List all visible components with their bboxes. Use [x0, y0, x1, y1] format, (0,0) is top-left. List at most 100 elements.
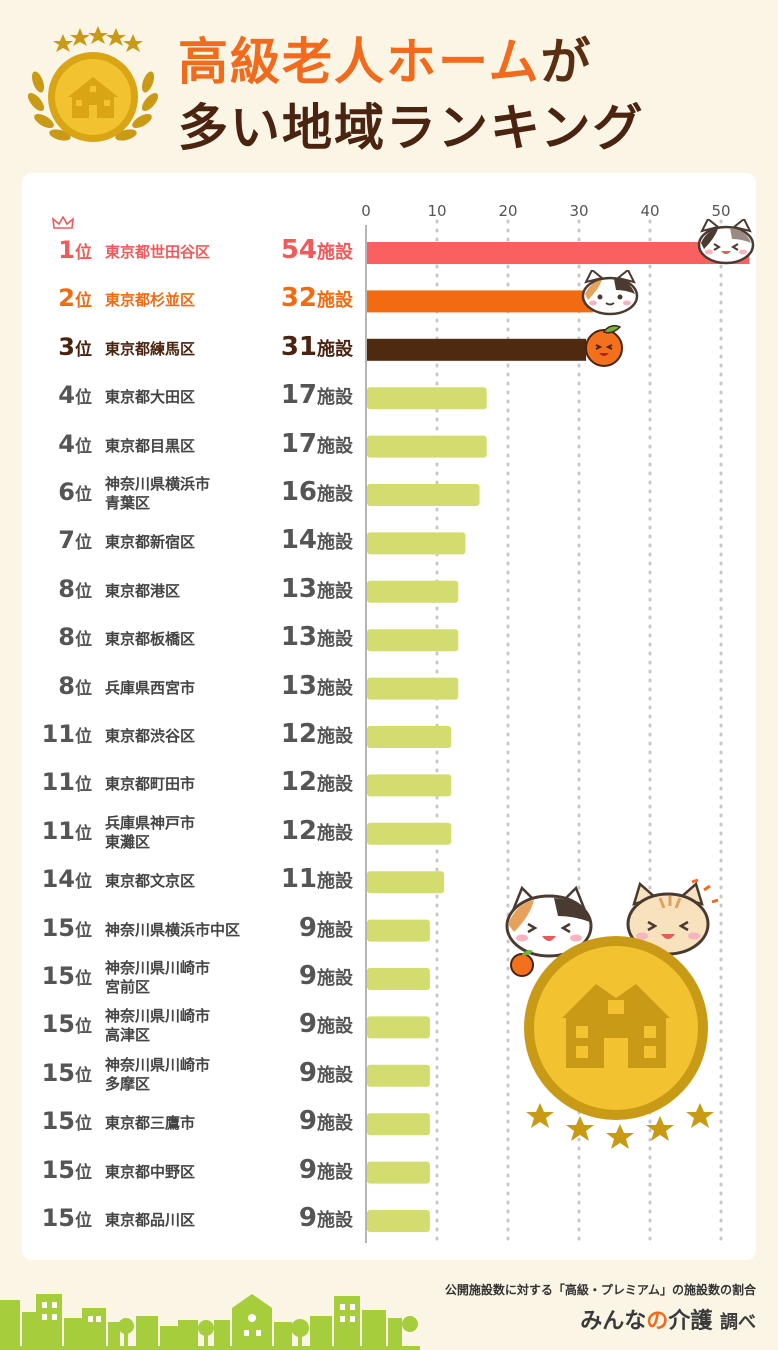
rank-suffix: 位 [75, 969, 92, 989]
bar-chart: 0 10 20 30 40 50 [361, 202, 750, 1245]
rank-number: 2 [58, 284, 75, 313]
count-unit: 施設 [317, 1210, 353, 1231]
region-name: 東京都町田市 [105, 775, 280, 794]
title-line-2: 多い地域ランキング [178, 99, 645, 157]
rank-suffix: 位 [75, 1017, 92, 1038]
count-value: 9 [298, 1106, 317, 1137]
count-unit: 施設 [317, 677, 353, 699]
facility-count: 9施設 [267, 1106, 353, 1136]
rank-suffix: 位 [75, 823, 92, 844]
rank-label: 15位 [22, 1107, 92, 1135]
region-name-line: 神奈川県川崎市 [105, 959, 211, 977]
count-value: 54 [280, 235, 317, 265]
x-tick-label: 20 [498, 202, 517, 220]
rank-suffix: 位 [75, 727, 92, 747]
count-value: 9 [298, 1009, 317, 1040]
ranking-row: 6位 神奈川県横浜市 青葉区 16施設 [22, 472, 362, 518]
facility-count: 12施設 [267, 767, 353, 797]
ranking-row: 8位 東京都板橋区 13施設 [22, 617, 362, 663]
count-value: 13 [280, 670, 317, 701]
count-value: 13 [280, 622, 317, 653]
region-name-line: 東京都練馬区 [105, 339, 196, 358]
region-name: 東京都中野区 [105, 1163, 280, 1182]
facility-count: 16施設 [267, 477, 353, 507]
ranking-row: 8位 兵庫県西宮市 13施設 [22, 666, 362, 712]
brand-name-no: の [646, 1309, 669, 1334]
count-value: 17 [280, 428, 317, 459]
region-name: 神奈川県川崎市 高津区 [105, 1007, 280, 1045]
ranking-row: 11位 東京都渋谷区 12施設 [22, 714, 362, 760]
rank-number: 14 [41, 865, 75, 894]
facility-count: 9施設 [267, 1058, 353, 1088]
rank-number: 3 [58, 332, 75, 361]
rank-suffix: 位 [75, 1211, 92, 1231]
ranking-row: 15位 東京都中野区 9施設 [22, 1150, 362, 1196]
count-value: 9 [298, 1203, 317, 1233]
rank-suffix: 位 [75, 533, 92, 554]
count-value: 9 [298, 1057, 317, 1088]
count-unit: 施設 [317, 290, 353, 312]
region-name: 東京都品川区 [105, 1211, 280, 1230]
count-value: 11 [280, 864, 317, 895]
count-unit: 施設 [317, 1113, 353, 1135]
region-name-line: 宮前区 [105, 978, 151, 996]
x-tick-label: 50 [711, 202, 730, 220]
region-name: 東京都世田谷区 [105, 243, 280, 262]
facility-count: 54施設 [267, 235, 353, 265]
brand-name-b: 介護 [668, 1309, 713, 1334]
rank-suffix: 位 [75, 1065, 92, 1086]
count-value: 12 [280, 767, 317, 798]
region-name: 東京都練馬区 [105, 340, 280, 359]
rank-number: 11 [41, 720, 75, 748]
region-name: 東京都目黒区 [105, 437, 280, 456]
region-name: 東京都板橋区 [105, 630, 280, 649]
count-unit: 施設 [317, 484, 353, 505]
rank-number: 15 [41, 1107, 75, 1136]
count-value: 31 [280, 331, 317, 362]
ranking-row: 7位 東京都新宿区 14施設 [22, 520, 362, 566]
count-value: 16 [280, 477, 317, 507]
facility-count: 13施設 [267, 671, 353, 701]
facility-count: 32施設 [267, 283, 353, 313]
ranking-row: 15位 神奈川県川崎市 多摩区 9施設 [22, 1053, 362, 1099]
rank-suffix: 位 [75, 243, 92, 263]
region-name: 神奈川県川崎市 宮前区 [105, 959, 280, 997]
region-name: 神奈川県横浜市中区 [105, 921, 280, 940]
rank-number: 11 [41, 816, 75, 845]
rank-number: 1 [58, 236, 75, 264]
facility-count: 11施設 [267, 864, 353, 894]
rank-label: 4位 [22, 430, 92, 458]
ranking-row: 15位 神奈川県川崎市 宮前区 9施設 [22, 956, 362, 1002]
count-unit: 施設 [317, 871, 353, 893]
brand-name-a: みんな [580, 1309, 647, 1334]
facility-count: 17施設 [267, 429, 353, 459]
ranking-row: 15位 神奈川県横浜市中区 9施設 [22, 908, 362, 954]
region-name-line: 東京都大田区 [105, 388, 196, 407]
rank-label: 7位 [22, 526, 92, 554]
rank-label: 4位 [22, 381, 92, 409]
bar [367, 1064, 430, 1087]
rank-number: 4 [58, 429, 75, 458]
rank-number: 15 [41, 1155, 75, 1184]
region-name-line: 兵庫県神戸市 [105, 813, 196, 832]
rank-label: 11位 [22, 768, 92, 796]
rank-label: 15位 [22, 962, 92, 990]
rank-label: 15位 [22, 914, 92, 942]
rank-suffix: 位 [75, 485, 92, 505]
bar [367, 919, 430, 942]
facility-count: 14施設 [267, 525, 353, 555]
orange-character-icon [585, 324, 623, 367]
region-name-line: 東京都板橋区 [105, 630, 196, 649]
count-unit: 施設 [317, 968, 353, 989]
rank-number: 8 [58, 574, 75, 603]
count-unit: 施設 [317, 1016, 353, 1038]
rank-number: 15 [41, 962, 75, 990]
brand-sub: 調べ [720, 1312, 756, 1333]
x-tick-label: 0 [361, 202, 371, 220]
region-name-line: 兵庫県西宮市 [105, 678, 196, 697]
count-unit: 施設 [317, 919, 353, 941]
rank-number: 6 [58, 478, 75, 506]
region-name: 神奈川県川崎市 多摩区 [105, 1056, 280, 1094]
region-name-line: 高津区 [105, 1026, 151, 1045]
x-tick-label: 30 [569, 202, 588, 220]
